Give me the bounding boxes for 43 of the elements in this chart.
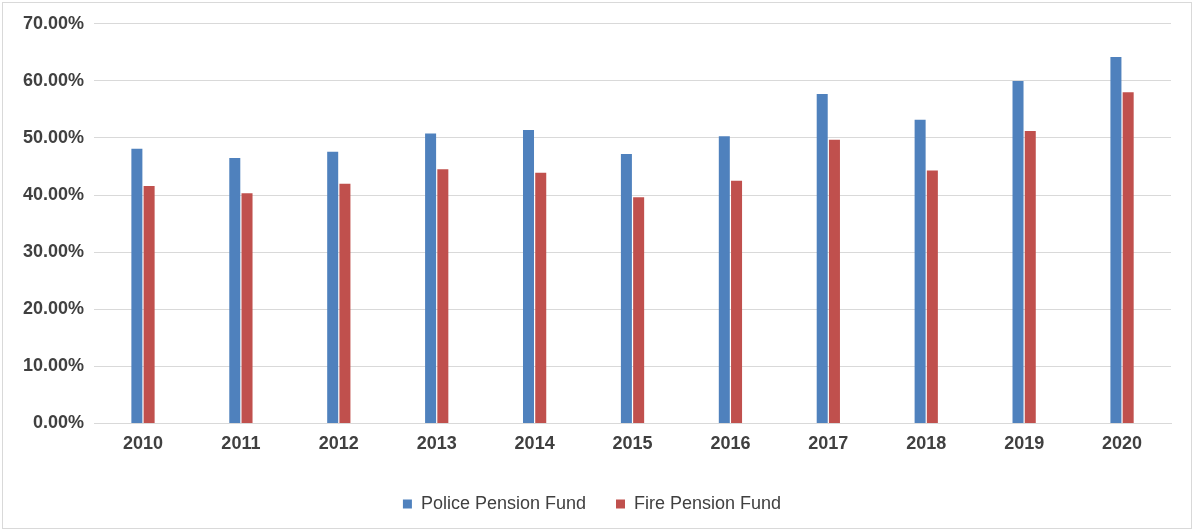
x-tick-label: 2016: [710, 433, 751, 454]
x-tick-label: 2010: [122, 433, 164, 454]
bar: [339, 183, 351, 423]
x-tick-label: 2020: [1102, 433, 1143, 454]
bar: [535, 172, 547, 423]
bar: [620, 153, 632, 423]
bar: [1012, 80, 1024, 423]
bar: [828, 139, 840, 423]
y-tick-label: 0.00%: [33, 412, 85, 433]
legend-label: Fire Pension Fund: [634, 492, 782, 513]
bar: [425, 133, 437, 423]
legend-label: Police Pension Fund: [420, 492, 587, 513]
x-tick-label: 2017: [808, 433, 849, 454]
bar: [1122, 92, 1134, 423]
y-tick-label: 20.00%: [22, 298, 85, 319]
bar: [914, 119, 926, 423]
y-tick-label: 70.00%: [22, 12, 85, 33]
x-tick-label: 2011: [221, 433, 261, 454]
bar: [143, 185, 155, 423]
bar: [926, 170, 938, 423]
x-tick-label: 2015: [612, 433, 653, 454]
x-tick-label: 2018: [906, 433, 947, 454]
bar: [718, 136, 730, 423]
y-tick-label: 50.00%: [22, 126, 85, 147]
bar: [1024, 131, 1036, 423]
x-tick-label: 2014: [514, 433, 555, 454]
bar: [241, 193, 253, 423]
y-tick-label: 30.00%: [22, 241, 85, 262]
y-tick-label: 40.00%: [22, 184, 85, 205]
bar: [522, 129, 535, 423]
y-tick-label: 10.00%: [22, 355, 85, 376]
bar: [131, 148, 143, 423]
bar: [1110, 56, 1122, 423]
bar: [633, 197, 645, 423]
bar: [327, 151, 339, 423]
x-tick-label: 2019: [1004, 433, 1045, 454]
x-tick-label: 2013: [416, 433, 457, 454]
bar: [816, 94, 828, 423]
bar: [229, 157, 241, 423]
bar: [437, 169, 449, 423]
y-tick-label: 60.00%: [22, 69, 85, 90]
x-tick-label: 2012: [318, 433, 359, 454]
bar: [731, 180, 743, 423]
